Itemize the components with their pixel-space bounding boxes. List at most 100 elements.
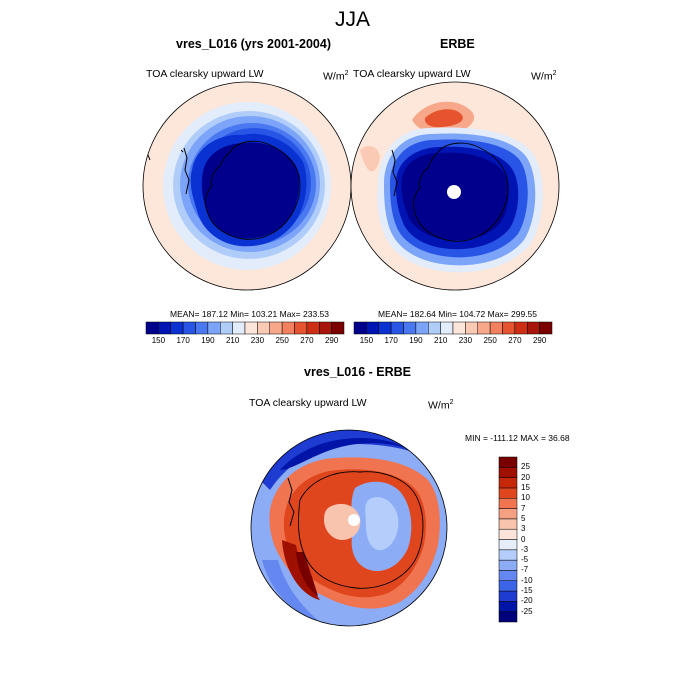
colorbar-erbe-swatch bbox=[390, 321, 404, 335]
map-diff-missing-data-pole bbox=[348, 514, 360, 526]
colorbar-diff-swatch bbox=[498, 467, 518, 478]
colorbar-diff-tick-label: -3 bbox=[521, 544, 529, 554]
colorbar-erbe-swatch bbox=[539, 321, 553, 335]
colorbar-diff-tick-label: -20 bbox=[521, 596, 533, 606]
colorbar-diff-tick-label: 3 bbox=[521, 524, 526, 534]
panel-erbe-units: W/m2 bbox=[531, 70, 556, 83]
map-diff-antarctica-coastline bbox=[298, 471, 424, 589]
colorbar-model-swatch bbox=[331, 321, 345, 335]
colorbar-model-swatch bbox=[319, 321, 332, 335]
colorbar-erbe-tick-label: 150 bbox=[359, 336, 374, 345]
map-diff-cold-band-south bbox=[262, 560, 320, 622]
colorbar-model-swatch bbox=[145, 321, 159, 335]
colorbar-diff-swatch bbox=[498, 549, 518, 561]
colorbar-model-swatch bbox=[195, 321, 209, 335]
colorbar-diff-tick-label: -15 bbox=[521, 586, 533, 596]
colorbar-diff-swatch bbox=[498, 477, 518, 489]
panel-model-variable: TOA clearsky upward LW bbox=[146, 68, 264, 80]
colorbar-diff-tick-label: 10 bbox=[521, 493, 530, 503]
colorbar-model-swatch bbox=[207, 321, 221, 335]
panel-erbe-stats: MEAN= 182.64 Min= 104.72 Max= 299.55 bbox=[378, 309, 538, 319]
colorbar-erbe-swatch bbox=[452, 321, 466, 335]
colorbar-diff-swatch bbox=[498, 508, 518, 520]
colorbar-model bbox=[145, 321, 345, 335]
colorbar-model-swatch bbox=[294, 321, 308, 335]
colorbar-erbe-tick-label: 250 bbox=[483, 336, 497, 345]
colorbar-diff-swatch bbox=[498, 601, 518, 612]
colorbar-diff-swatch bbox=[498, 559, 518, 571]
colorbar-erbe-swatch bbox=[477, 321, 491, 335]
colorbar-model-tick-label: 170 bbox=[176, 336, 190, 345]
panel-erbe-units-exp: 2 bbox=[552, 70, 557, 77]
colorbar-diff bbox=[498, 456, 518, 623]
colorbar-model-swatch bbox=[182, 321, 196, 335]
colorbar-erbe-swatch bbox=[465, 321, 478, 335]
colorbar-model-tick-label: 190 bbox=[201, 336, 215, 345]
map-diff-border bbox=[250, 429, 448, 627]
colorbar-erbe-swatch bbox=[502, 321, 516, 335]
colorbar-model-tick-label: 150 bbox=[151, 336, 166, 345]
map-diff-cold-core-north bbox=[280, 438, 405, 470]
colorbar-diff-tick-label: 5 bbox=[521, 513, 526, 523]
colorbar-diff-tick-label: -7 bbox=[521, 565, 529, 575]
panel-model-units: W/m2 bbox=[323, 70, 348, 83]
map-erbe-missing-data-pole bbox=[447, 185, 461, 199]
colorbar-erbe-tick-label: 190 bbox=[409, 336, 423, 345]
map-diff-peninsula bbox=[287, 477, 295, 527]
colorbar-model-tick-label: 230 bbox=[250, 336, 265, 345]
colorbar-model-swatch bbox=[158, 321, 171, 335]
colorbar-erbe-swatch bbox=[403, 321, 417, 335]
colorbar-diff-swatch bbox=[498, 539, 518, 551]
panel-diff-variable: TOA clearsky upward LW bbox=[249, 397, 367, 409]
map-diff-hottest-patch bbox=[296, 552, 318, 596]
colorbar-erbe-swatch bbox=[378, 321, 392, 335]
colorbar-diff-swatch bbox=[498, 570, 518, 581]
panel-model-stats: MEAN= 187.12 Min= 103.21 Max= 233.53 bbox=[170, 309, 330, 319]
map-erbe-warm-patch-west bbox=[360, 145, 380, 172]
colorbar-diff-tick-label: -10 bbox=[521, 575, 533, 585]
colorbar-model-tick-label: 270 bbox=[300, 336, 314, 345]
colorbar-erbe-tick-label: 290 bbox=[532, 336, 547, 345]
map-model-band-150 bbox=[201, 142, 300, 239]
colorbar-erbe-swatch bbox=[415, 321, 429, 335]
colorbar-erbe-tick-label: 210 bbox=[433, 336, 448, 345]
colorbar-erbe-swatch bbox=[440, 321, 454, 335]
panel-erbe-title: ERBE bbox=[440, 37, 475, 51]
colorbar-model-swatch bbox=[306, 321, 320, 335]
colorbar-diff-swatch bbox=[498, 590, 518, 602]
map-diff-cool-interior bbox=[365, 497, 399, 551]
colorbar-diff-tick-label: -5 bbox=[521, 555, 529, 565]
colorbar-diff-swatch bbox=[498, 498, 518, 509]
colorbar-diff-swatch bbox=[498, 611, 518, 623]
panel-erbe-units-base: W/m bbox=[531, 70, 553, 83]
colorbar-erbe-swatch bbox=[489, 321, 503, 335]
map-diff bbox=[251, 430, 447, 626]
panel-erbe-variable: TOA clearsky upward LW bbox=[353, 68, 471, 80]
colorbar-erbe-swatch bbox=[428, 321, 441, 335]
colorbar-diff-swatch bbox=[498, 487, 518, 499]
colorbar-model-swatch bbox=[170, 321, 184, 335]
colorbar-diff-tick-label: 20 bbox=[521, 472, 530, 482]
panel-model-title: vres_L016 (yrs 2001-2004) bbox=[176, 37, 331, 51]
map-model-antarctica-coastline bbox=[205, 140, 301, 240]
map-model-peninsula bbox=[180, 147, 190, 195]
colorbar-erbe-swatch bbox=[366, 321, 379, 335]
map-erbe-hot-patch-north bbox=[424, 109, 463, 128]
colorbar-model-swatch bbox=[269, 321, 283, 335]
figure-title: JJA bbox=[335, 8, 371, 31]
colorbar-erbe-tick-label: 270 bbox=[508, 336, 522, 345]
colorbar-diff-tick-label: 25 bbox=[521, 462, 530, 472]
colorbar-model-swatch bbox=[244, 321, 258, 335]
colorbar-erbe-swatch bbox=[514, 321, 528, 335]
colorbar-erbe-tick-label: 170 bbox=[384, 336, 398, 345]
map-diff-mild-warm-center bbox=[324, 503, 361, 540]
colorbar-diff-swatch bbox=[498, 518, 518, 530]
colorbar-model-tick-label: 210 bbox=[225, 336, 240, 345]
panel-diff-units: W/m2 bbox=[428, 399, 453, 412]
colorbar-diff-tick-label: 0 bbox=[521, 534, 526, 544]
colorbar-erbe bbox=[353, 321, 553, 335]
panel-diff-units-base: W/m bbox=[428, 399, 450, 412]
panel-model-units-base: W/m bbox=[323, 70, 345, 83]
